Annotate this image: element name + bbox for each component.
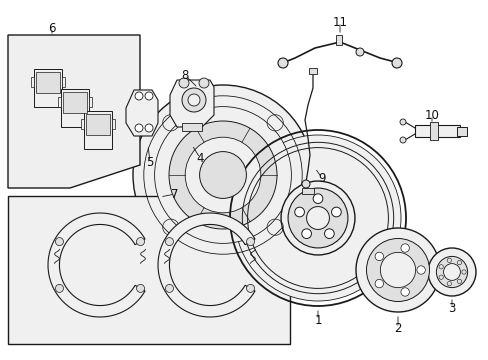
Polygon shape [126,90,158,136]
Circle shape [182,88,205,112]
Text: 3: 3 [447,302,455,315]
Circle shape [287,188,347,248]
Circle shape [446,282,450,286]
Circle shape [136,238,144,246]
Circle shape [281,181,354,255]
Circle shape [302,180,309,188]
Circle shape [427,248,475,296]
Bar [84,111,112,149]
Circle shape [199,152,246,198]
Circle shape [391,58,401,68]
Circle shape [456,260,461,265]
Circle shape [456,279,461,284]
Polygon shape [158,213,255,317]
Bar [61,89,89,127]
Circle shape [165,238,173,246]
Polygon shape [8,35,140,188]
Bar [86,114,110,135]
Circle shape [278,58,287,68]
Circle shape [185,137,260,213]
Bar [335,35,341,45]
Circle shape [154,107,291,243]
Circle shape [374,279,383,288]
Circle shape [301,229,311,239]
Text: 1: 1 [314,314,321,327]
Circle shape [294,207,304,217]
Circle shape [416,266,425,274]
Circle shape [438,265,443,269]
Circle shape [324,229,333,239]
Circle shape [461,270,465,274]
Circle shape [399,137,405,143]
Bar [63,92,87,113]
Text: 11: 11 [332,15,347,28]
Bar [36,72,60,93]
Bar [429,122,437,140]
Polygon shape [170,80,214,127]
Circle shape [135,124,142,132]
Bar [58,96,61,107]
Circle shape [443,264,460,280]
Circle shape [374,252,383,261]
Text: 7: 7 [171,188,179,201]
Circle shape [380,252,415,288]
Circle shape [135,92,142,100]
Text: 4: 4 [196,152,203,165]
Bar [89,96,92,107]
Circle shape [246,238,254,246]
Text: 10: 10 [424,108,439,122]
Circle shape [179,78,189,88]
Circle shape [133,85,312,265]
Bar [8,196,289,344]
Circle shape [312,194,322,203]
Bar [31,77,34,87]
Text: 6: 6 [48,22,56,35]
Circle shape [55,284,63,292]
Polygon shape [48,213,145,317]
Circle shape [331,207,341,217]
Bar [81,118,84,129]
Circle shape [399,119,405,125]
Bar [456,127,466,136]
Text: 5: 5 [146,156,153,168]
Circle shape [199,78,208,88]
Bar [62,77,65,87]
Circle shape [55,238,63,246]
Circle shape [400,244,408,252]
Circle shape [438,275,443,279]
Circle shape [400,288,408,296]
Circle shape [366,238,428,302]
Text: 2: 2 [393,321,401,334]
Circle shape [235,135,400,301]
Circle shape [145,92,153,100]
Circle shape [145,124,153,132]
Text: 9: 9 [318,171,325,185]
Circle shape [355,228,439,312]
Circle shape [446,258,450,262]
Bar [302,188,313,194]
Circle shape [136,284,144,292]
Bar [34,69,62,107]
Circle shape [435,256,467,288]
Circle shape [165,284,173,292]
Bar [112,118,115,129]
Circle shape [187,94,200,106]
Text: 8: 8 [181,68,188,81]
Bar [414,125,459,137]
Bar [308,68,316,74]
Circle shape [306,207,329,229]
Bar [182,123,202,131]
Circle shape [169,121,276,229]
Circle shape [355,48,363,56]
Circle shape [246,284,254,292]
